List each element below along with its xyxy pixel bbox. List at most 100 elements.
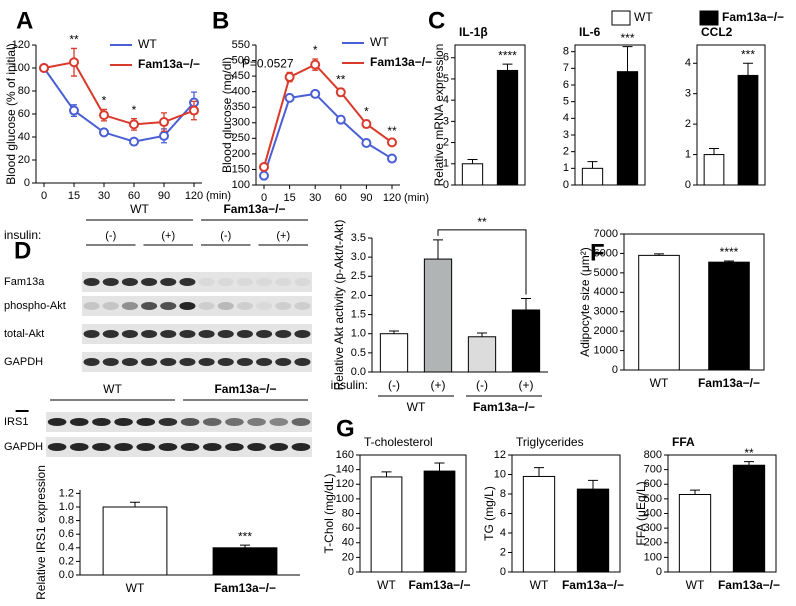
plot-frame — [623, 233, 765, 371]
y-tick-label: 1 — [443, 158, 449, 170]
data-point — [159, 130, 169, 141]
blot-band — [102, 278, 119, 286]
insulin-state: (-) — [220, 230, 231, 242]
x-tick-label: (+) — [519, 378, 534, 392]
x-unit: (min) — [404, 192, 429, 204]
bar — [678, 493, 712, 573]
y-tick-label: 8 — [500, 488, 506, 500]
y-tick-label: 5000 — [594, 267, 618, 279]
significance: ** — [336, 73, 346, 87]
y-tick-label: 1.5 — [351, 308, 366, 320]
y-tick-label: 5 — [563, 96, 569, 108]
bar — [708, 261, 750, 371]
blot-band — [179, 302, 196, 310]
insulin-state: (+) — [161, 230, 175, 242]
data-point — [129, 136, 139, 147]
x-tick-label: 60 — [335, 192, 347, 204]
bar — [638, 254, 680, 371]
y-tick-label: 60 — [342, 522, 354, 534]
y-tick-label: 3 — [443, 115, 449, 127]
y-tick-label: 6 — [500, 507, 506, 519]
bar — [737, 74, 759, 186]
significance: *** — [741, 47, 755, 61]
x-tick-label: WT — [530, 578, 549, 592]
x-tick-label: 60 — [128, 190, 140, 202]
y-tick-label: 0 — [24, 177, 30, 189]
y-tick-label: 0.0 — [351, 366, 366, 378]
blot-band — [236, 302, 253, 310]
blot-band — [83, 358, 100, 366]
y-tick-label: 0.0 — [59, 569, 74, 581]
blot-strip — [82, 296, 312, 316]
y-tick-label: 0 — [612, 364, 618, 376]
y-tick-label: 7000 — [594, 228, 618, 240]
significance: * — [364, 104, 369, 118]
y-tick-label: 0 — [500, 566, 506, 578]
blot-band — [141, 278, 158, 286]
legend-swatch — [699, 10, 719, 26]
x-tick-label: 15 — [68, 190, 80, 202]
significance: **** — [720, 245, 739, 259]
x-tick-label: Fam13a−/− — [408, 578, 470, 592]
data-point — [99, 110, 109, 121]
data-point — [69, 105, 79, 116]
error-bar — [744, 461, 754, 466]
x-tick-label: Fam13a−/− — [562, 578, 624, 592]
y-tick-label: 4 — [563, 112, 569, 124]
bar — [423, 470, 456, 573]
chart-title: IL-6 — [579, 25, 601, 39]
blot-band — [275, 358, 292, 366]
blot-label-box — [0, 412, 44, 432]
plot-frame — [574, 44, 646, 186]
error-bar — [587, 161, 598, 169]
significance: **** — [498, 48, 517, 62]
plot-frame — [696, 44, 766, 186]
blot-band — [256, 358, 273, 366]
panel-label: G — [336, 415, 355, 442]
y-tick-label: 600 — [644, 478, 662, 490]
plot-frame — [454, 44, 526, 186]
x-tick-label: Fam13a−/− — [214, 581, 276, 595]
y-tick-label: 450 — [232, 70, 250, 82]
blot-band — [179, 330, 196, 338]
y-axis-label: FFA (μEq/L) — [634, 481, 648, 545]
y-tick-label: 40 — [342, 537, 354, 549]
data-point — [284, 92, 295, 103]
y-tick-label: 1000 — [594, 344, 618, 356]
chart-title: Triglycerides — [516, 435, 584, 449]
blot-band — [225, 418, 244, 426]
y-tick-label: 100 — [232, 179, 250, 191]
data-point — [189, 105, 199, 116]
blot-band — [294, 302, 311, 310]
blot-label-box — [0, 296, 80, 316]
blot-band — [83, 330, 100, 338]
blot-band — [236, 278, 253, 286]
y-tick-label: 0.8 — [59, 515, 74, 527]
data-point — [129, 119, 139, 130]
blot-band — [92, 418, 111, 426]
data-point — [335, 114, 346, 125]
data-point — [284, 72, 295, 83]
blot-row-label: GAPDH — [4, 356, 43, 368]
error-bar — [521, 297, 531, 310]
x-tick-label: 90 — [158, 190, 170, 202]
y-tick-label: 0.6 — [59, 528, 74, 540]
blot-strip — [82, 324, 312, 344]
y-tick-label: 2 — [443, 136, 449, 148]
legend-label: Fam13a−/− — [138, 57, 200, 71]
y-tick-label: 200 — [644, 537, 662, 549]
significance: ** — [477, 215, 487, 229]
blot-strip — [82, 352, 312, 372]
y-tick-label: 20 — [342, 551, 354, 563]
y-tick-label: 4 — [685, 57, 691, 69]
y-tick-label: 2000 — [594, 325, 618, 337]
y-tick-label: 350 — [232, 101, 250, 113]
error-bar — [534, 467, 544, 477]
error-bar — [477, 332, 487, 337]
blot-band — [141, 330, 158, 338]
blot-band — [202, 443, 222, 451]
y-axis-label: TG (mg/L) — [482, 486, 496, 541]
blot-band — [158, 443, 178, 451]
blot-band — [69, 443, 89, 451]
blot-band — [141, 302, 158, 310]
